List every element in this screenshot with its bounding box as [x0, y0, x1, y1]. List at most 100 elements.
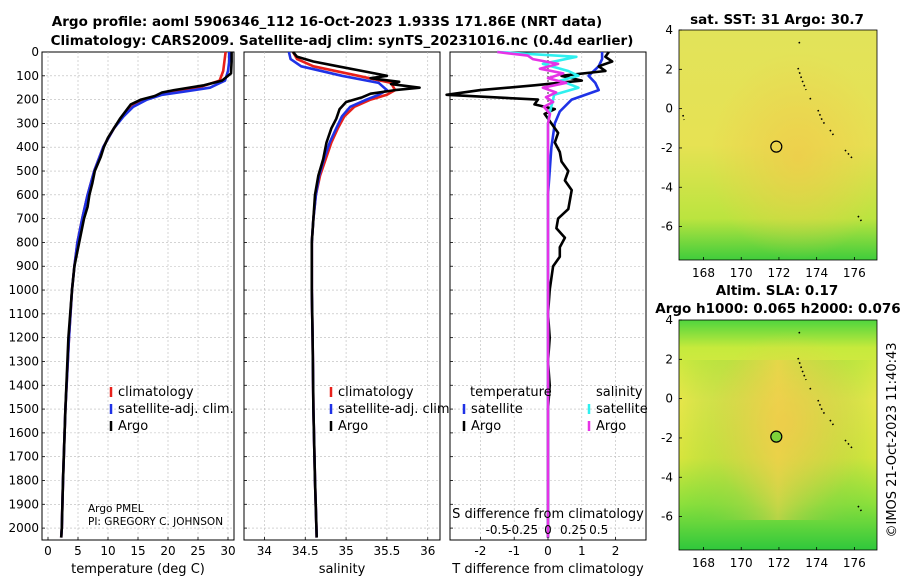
legend-label-argo: Argo — [338, 419, 368, 434]
s-tick-label: -0.25 — [507, 523, 538, 537]
legend-label-satclim: satellite-adj. clim. — [118, 402, 234, 417]
depth-tick-label: 1000 — [8, 283, 39, 297]
salinity-xlabel: salinity — [319, 562, 366, 577]
x-tick-label: 5 — [74, 544, 82, 558]
x-tick-label: 20 — [160, 544, 175, 558]
depth-axis: 0 100 200 300 400 500 600 700 800 900 1000 1100 1200… — [8, 45, 39, 535]
salinity-legend: climatology satellite-adj. clim. Argo — [329, 385, 454, 434]
salinity-panel: 34 34.5 35 35.5 36 salinity climatology sate… — [243, 51, 454, 577]
map-y-tick-label: 2 — [665, 62, 673, 76]
map-y-tick-label: -2 — [661, 141, 673, 155]
copyright-label: ©IMOS 21-Oct-2023 11:40:43 — [885, 342, 900, 537]
legend-label-s-satellite: satellite — [596, 402, 648, 417]
legend-label-climatology: climatology — [118, 385, 194, 400]
salinity-panel-frame — [243, 51, 441, 541]
difference-panel: -2 -1 0 1 2 -0.5-0.25 0 0.25 0.5 T difference f… — [445, 50, 648, 577]
map-y-tick-label: -2 — [661, 431, 673, 445]
series-line-argo — [292, 51, 421, 538]
legend-label-t-argo: Argo — [471, 419, 501, 434]
depth-tick-label: 1500 — [8, 402, 39, 416]
depth-tick-label: 700 — [16, 212, 39, 226]
sst-map-warm-patch — [679, 30, 877, 260]
map-y-tick-label: -4 — [661, 470, 673, 484]
s-difference-xlabel: S difference from climatology — [452, 507, 644, 522]
map-y-tick-label: 0 — [665, 102, 673, 116]
map-x-tick-label: 170 — [730, 266, 753, 280]
s-tick-label: -0.5 — [486, 523, 509, 537]
sla-map-frame — [678, 319, 878, 551]
map-y-tick-label: 2 — [665, 352, 673, 366]
map-x-tick-label: 176 — [843, 556, 866, 570]
x-tick-label: 34.5 — [292, 544, 319, 558]
x-tick-label: 1 — [578, 544, 586, 558]
x-tick-label: 25 — [190, 544, 205, 558]
figure-title-line2: Climatology: CARS2009. Satellite-adj cli… — [51, 33, 634, 49]
depth-tick-label: 1700 — [8, 450, 39, 464]
sla-map-title: Altim. SLA: 0.17 — [716, 283, 838, 299]
depth-tick-label: 0 — [31, 45, 39, 59]
depth-tick-label: 900 — [16, 259, 39, 273]
map-y-tick-label: -6 — [661, 220, 673, 234]
legend-label-climatology: climatology — [338, 385, 414, 400]
map-x-tick-label: 170 — [730, 556, 753, 570]
depth-tick-label: 500 — [16, 164, 39, 178]
map-y-tick-label: -6 — [661, 510, 673, 524]
x-tick-label: 10 — [100, 544, 115, 558]
sla-map-subtitle: Argo h1000: 0.065 h2000: 0.076 — [655, 301, 900, 317]
depth-tick-label: 1200 — [8, 331, 39, 345]
credit-pi: PI: GREGORY C. JOHNSON — [88, 516, 223, 528]
s-tick-label: 0.5 — [589, 523, 608, 537]
map-y-tick-label: 0 — [665, 392, 673, 406]
map-x-tick-label: 172 — [767, 556, 790, 570]
map-x-tick-label: 172 — [767, 266, 790, 280]
map-x-tick-label: 168 — [692, 556, 715, 570]
sst-map-frame — [678, 29, 878, 261]
depth-tick-label: 100 — [16, 69, 39, 83]
x-tick-label: 0 — [544, 544, 552, 558]
legend-label-s-argo: Argo — [596, 419, 626, 434]
temperature-xlabel: temperature (deg C) — [71, 562, 205, 577]
depth-tick-label: 400 — [16, 140, 39, 154]
series-line-argo — [59, 52, 233, 538]
map-x-tick-label: 174 — [805, 266, 828, 280]
sst-map-title: sat. SST: 31 Argo: 30.7 — [690, 12, 864, 28]
sst-map-argo-marker — [770, 140, 783, 153]
x-tick-label: 34 — [257, 544, 272, 558]
legend-header-temperature: temperature — [470, 385, 552, 400]
temperature-legend: climatology satellite-adj. clim. Argo — [109, 385, 234, 434]
map-x-tick-label: 176 — [843, 266, 866, 280]
x-tick-label: 36 — [420, 544, 435, 558]
difference-legend: temperature salinity satellite Argo sate… — [462, 385, 648, 434]
x-tick-label: 35 — [338, 544, 353, 558]
depth-tick-label: 1800 — [8, 473, 39, 487]
depth-tick-label: 2000 — [8, 521, 39, 535]
depth-tick-label: 1900 — [8, 497, 39, 511]
x-tick-label: 0 — [44, 544, 52, 558]
map-x-tick-label: 174 — [805, 556, 828, 570]
map-x-tick-label: 168 — [692, 266, 715, 280]
sla-map-argo-marker — [770, 430, 783, 443]
x-tick-label: 30 — [220, 544, 235, 558]
sst-map-islands — [682, 41, 863, 223]
sst-map: sat. SST: 31 Argo: 30.7 168 170 172 174 176 … — [661, 12, 878, 280]
legend-label-argo: Argo — [118, 419, 148, 434]
legend-header-salinity: salinity — [596, 385, 643, 400]
figure-title-line1: Argo profile: aoml 5906346_112 16-Oct-20… — [52, 14, 602, 30]
temperature-panel: 0 5 10 15 20 25 30 temperature (deg C) climato… — [41, 51, 236, 577]
x-tick-label: 2 — [612, 544, 620, 558]
legend-label-satclim: satellite-adj. clim. — [338, 402, 454, 417]
depth-tick-label: 1400 — [8, 378, 39, 392]
depth-tick-label: 1300 — [8, 354, 39, 368]
depth-tick-label: 1600 — [8, 426, 39, 440]
sla-map: Altim. SLA: 0.17 Argo h1000: 0.065 h2000… — [655, 283, 900, 570]
t-difference-xlabel: T difference from climatology — [451, 562, 644, 577]
depth-tick-label: 200 — [16, 93, 39, 107]
x-tick-label: -2 — [474, 544, 486, 558]
s-tick-label: 0 — [544, 523, 552, 537]
depth-tick-label: 1100 — [8, 307, 39, 321]
legend-label-t-satellite: satellite — [471, 402, 523, 417]
depth-tick-label: 600 — [16, 188, 39, 202]
map-y-tick-label: 4 — [665, 23, 673, 37]
x-tick-label: 15 — [130, 544, 145, 558]
